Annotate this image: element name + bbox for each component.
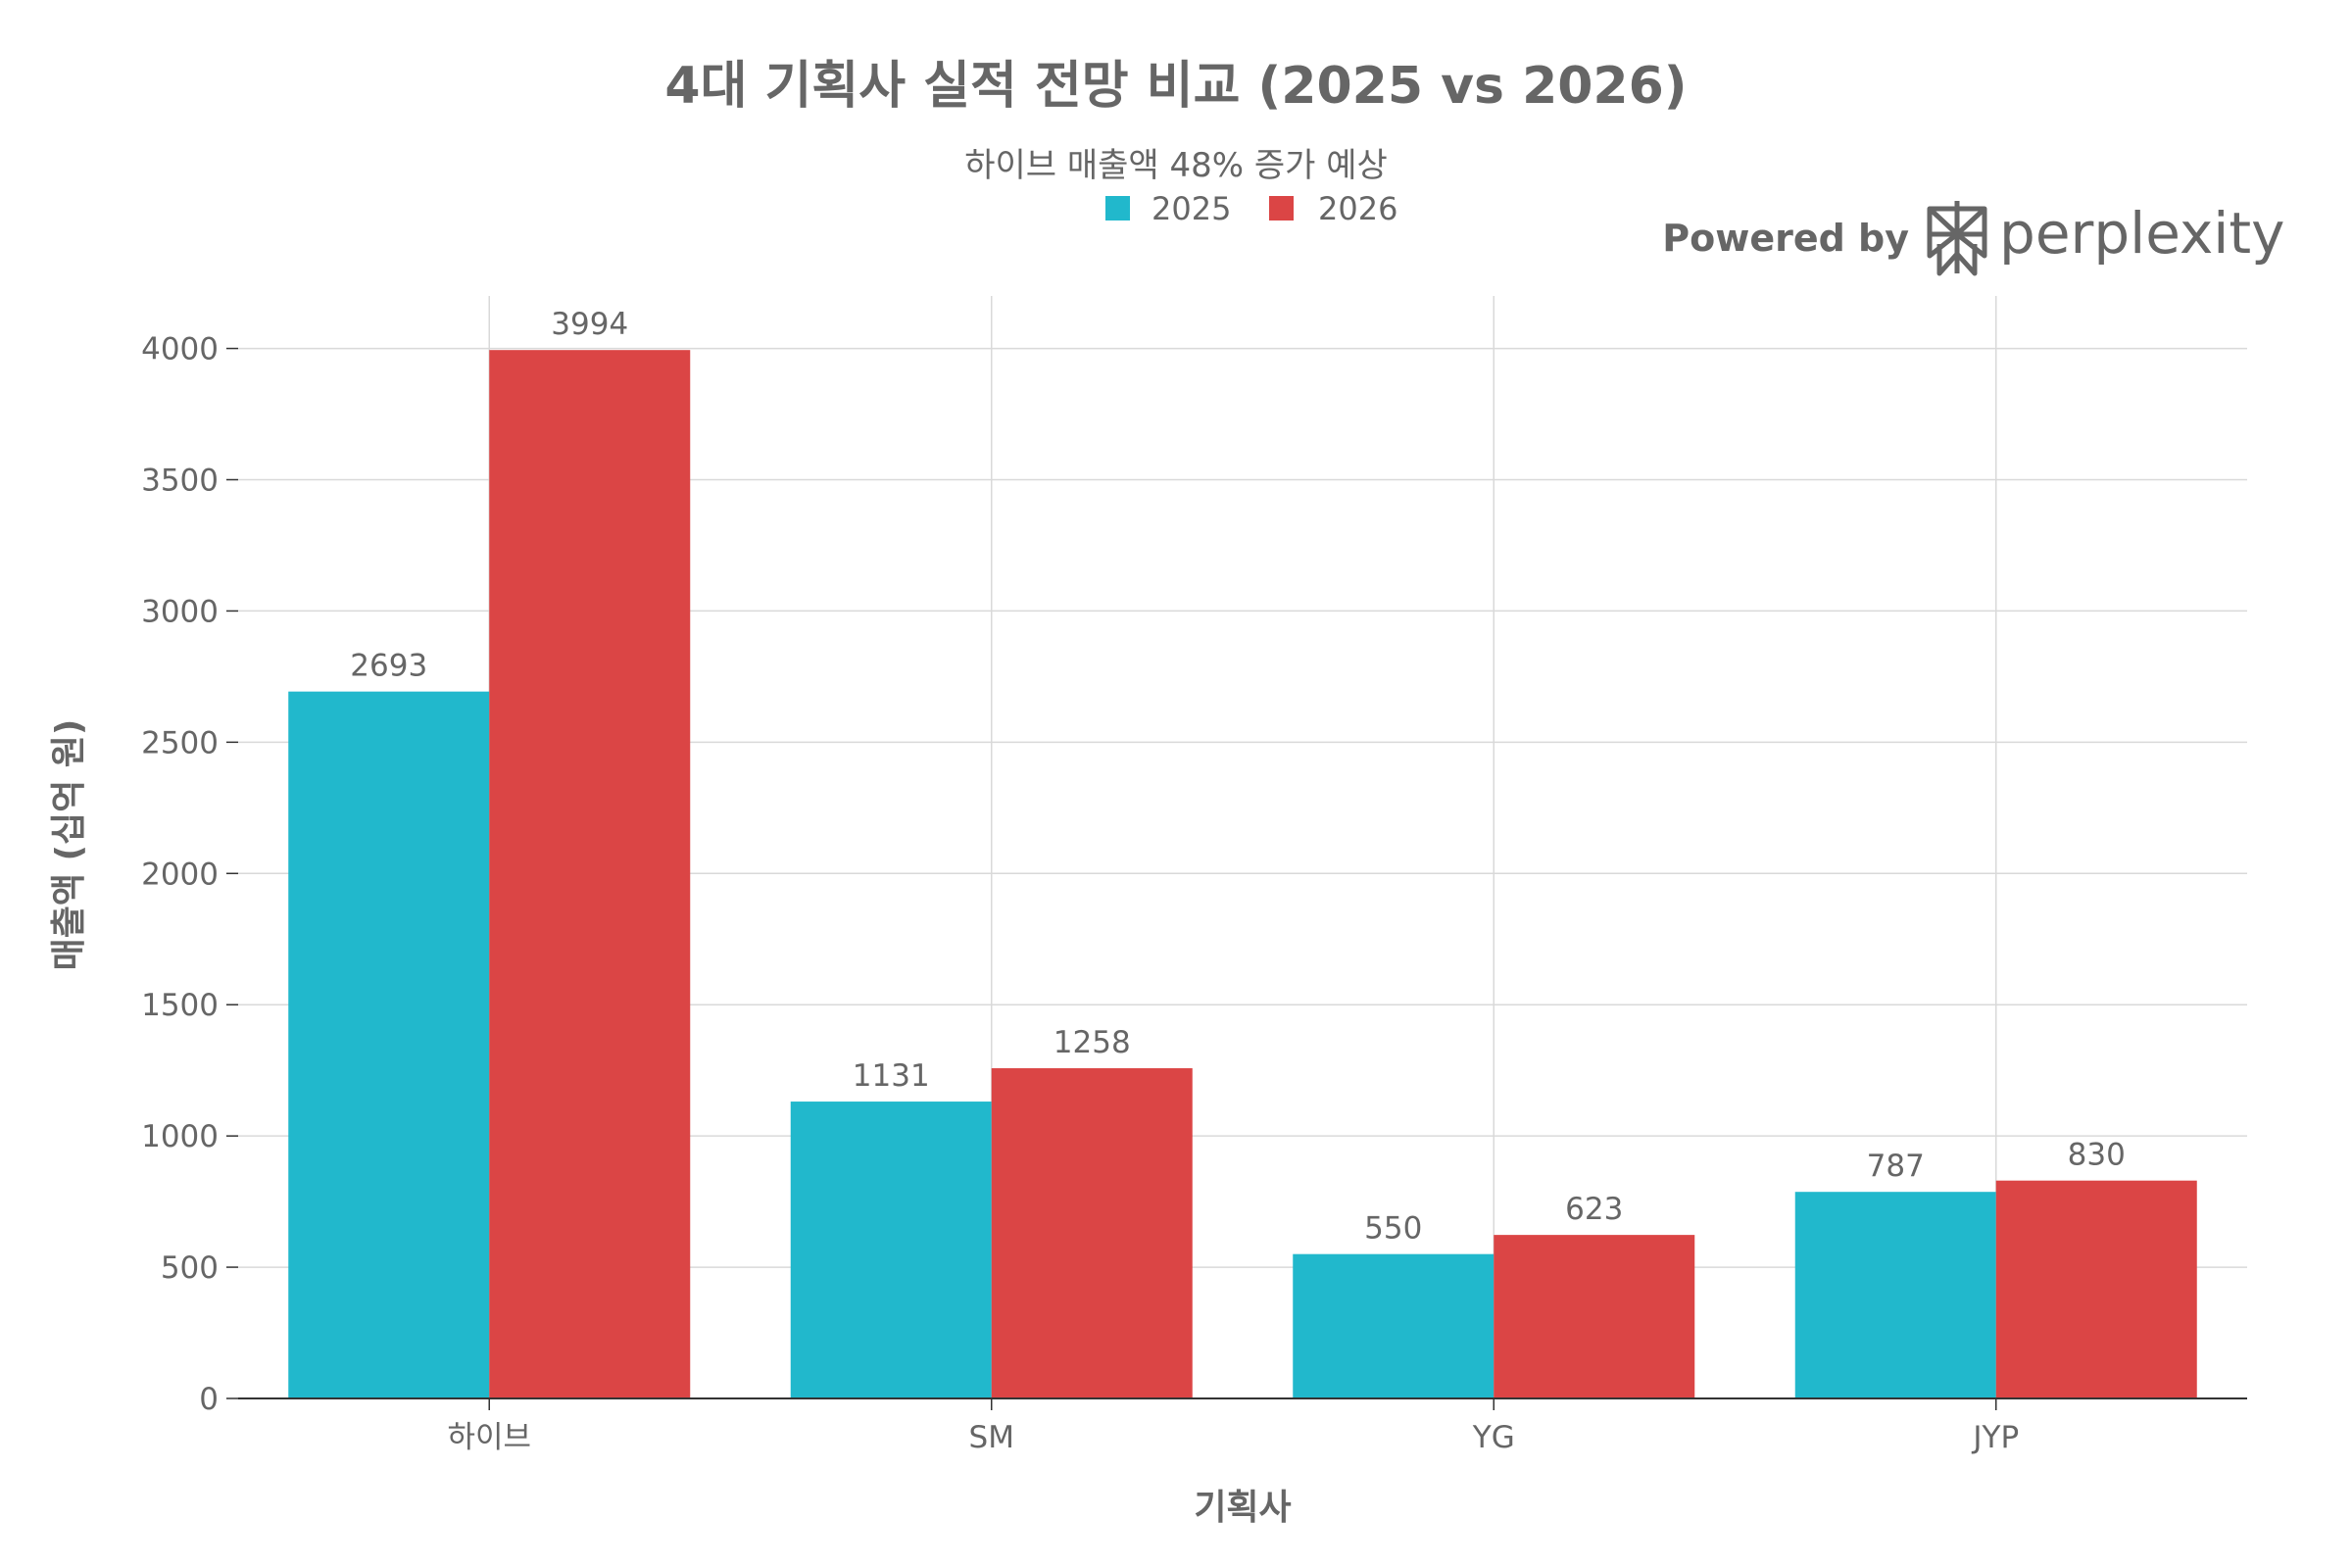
legend: 2025 2026 (1105, 190, 1397, 227)
bar-2025 (288, 691, 490, 1398)
y-tick-label: 1000 (141, 1119, 219, 1154)
chart-subtitle: 하이브 매출액 48% 증가 예상 (964, 146, 1388, 185)
chart-title: 4대 기획사 실적 전망 비교 (2025 vs 2026) (664, 57, 1687, 116)
data-label: 550 (1364, 1211, 1422, 1247)
perplexity-logo-icon (1927, 201, 1987, 276)
powered-by-text: Powered by (1662, 217, 1909, 260)
data-label: 830 (2068, 1138, 2126, 1173)
bar-2025 (1293, 1253, 1494, 1398)
x-tick-label: SM (969, 1420, 1014, 1455)
perplexity-wordmark: perplexity (1999, 200, 2284, 267)
y-tick-label: 0 (199, 1382, 219, 1417)
y-tick-label: 2000 (141, 857, 219, 892)
data-label: 3994 (551, 307, 628, 342)
data-label: 623 (1565, 1192, 1623, 1227)
y-tick-label: 2500 (141, 725, 219, 760)
y-tick-label: 1500 (141, 988, 219, 1023)
y-tick-label: 3000 (141, 594, 219, 629)
bar-2026 (1995, 1180, 2197, 1398)
legend-label-2026: 2026 (1318, 190, 1397, 227)
y-tick-label: 3500 (141, 464, 219, 499)
legend-swatch-2025 (1105, 196, 1130, 220)
y-axis-ticks: 0 500 1000 1500 2000 2500 3000 3500 4000 (141, 332, 238, 1417)
x-tick-label: YG (1472, 1420, 1515, 1455)
x-tick-label: 하이브 (447, 1420, 531, 1455)
bar-2025 (790, 1102, 992, 1398)
x-axis-ticks: 하이브 SM YG JYP (447, 1398, 2019, 1455)
y-tick-label: 500 (161, 1250, 219, 1286)
bar-2026 (991, 1068, 1193, 1398)
y-axis-title: 매출액 (십억 원) (49, 719, 89, 971)
powered-by: Powered by perplexity (1662, 200, 2284, 276)
bar-2026 (489, 350, 691, 1398)
data-label: 2693 (350, 649, 427, 684)
data-label: 1258 (1054, 1025, 1131, 1060)
x-tick-label: JYP (1971, 1420, 2019, 1455)
x-axis-title: 기획사 (1194, 1488, 1291, 1528)
data-label: 1131 (853, 1058, 930, 1094)
y-tick-label: 4000 (141, 332, 219, 368)
legend-swatch-2026 (1269, 196, 1294, 220)
data-label: 787 (1867, 1149, 1925, 1184)
legend-label-2025: 2025 (1152, 190, 1231, 227)
data-labels: 2693 3994 1131 1258 550 623 787 830 (350, 307, 2126, 1247)
bar-2025 (1794, 1192, 1996, 1398)
bar-2026 (1494, 1235, 1695, 1398)
bars (288, 350, 2197, 1398)
